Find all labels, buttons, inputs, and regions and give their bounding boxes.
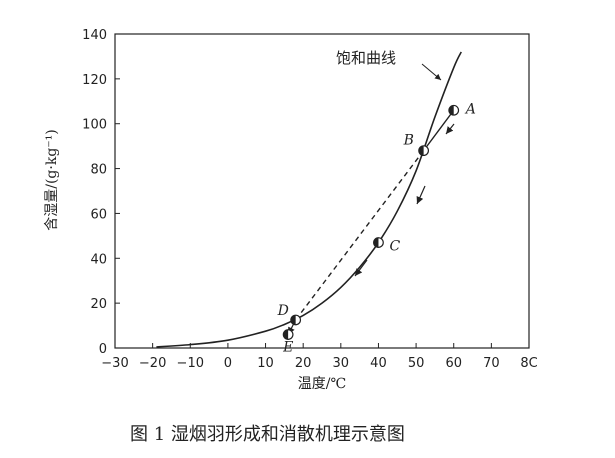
saturation-curve	[156, 51, 462, 348]
point-label-e: E	[282, 340, 293, 356]
y-axis-label-group: 含湿量/(g·kg⁻¹)	[44, 129, 60, 231]
point-fill-d	[290, 315, 296, 325]
x-tick-label: 0	[224, 356, 232, 371]
x-axis-ticks: −30 −20 −10 0 10 20 30 40 50 60 70 8C	[101, 343, 538, 371]
y-tick-label: 0	[99, 342, 107, 357]
point-fill-b	[418, 145, 424, 156]
direction-arrow	[445, 123, 455, 135]
y-axis-label: 含湿量/(g·kg⁻¹)	[44, 129, 60, 231]
point-label-c: C	[389, 239, 400, 255]
x-axis-label: 温度/℃	[298, 376, 346, 392]
saturation-curve-label: 饱和曲线	[336, 49, 396, 67]
x-tick-label: 50	[408, 356, 425, 371]
y-tick-label: 100	[82, 118, 107, 133]
point-label-a: A	[464, 101, 476, 117]
y-tick-label: 60	[90, 207, 107, 222]
point-label-d: D	[277, 303, 289, 319]
x-tick-label: −20	[139, 356, 166, 371]
direction-arrow	[354, 259, 368, 277]
y-tick-label: 20	[90, 297, 107, 312]
point-fill-c	[373, 237, 379, 248]
x-tick-label: 20	[295, 356, 312, 371]
x-tick-label: 40	[370, 356, 387, 371]
y-tick-label: 80	[90, 163, 107, 178]
x-tick-label: −30	[101, 356, 128, 371]
point-label-b: B	[403, 133, 414, 149]
x-tick-label: 10	[257, 356, 274, 371]
plot-frame	[114, 33, 530, 349]
direction-arrow	[416, 185, 426, 205]
x-tick-label: 70	[483, 356, 500, 371]
curve-label-leader	[421, 63, 442, 81]
x-tick-label: 30	[333, 356, 350, 371]
x-tick-label: 8C	[520, 356, 537, 371]
y-tick-label: 140	[82, 28, 107, 43]
x-tick-label: −10	[177, 356, 204, 371]
figure-caption: 图 1 湿烟羽形成和消散机理示意图	[130, 424, 405, 445]
y-tick-label: 120	[82, 73, 107, 88]
point-fill-e	[283, 329, 289, 340]
mixing-line-b-d	[295, 150, 425, 321]
cooling-line-a-b	[423, 109, 455, 152]
y-tick-label: 40	[90, 252, 107, 267]
x-tick-label: 60	[445, 356, 462, 371]
plot-content: A B C D E	[156, 51, 476, 356]
point-fill-a	[448, 105, 454, 116]
y-axis-ticks: 0 20 40 60 80 100 120 140	[82, 28, 120, 357]
